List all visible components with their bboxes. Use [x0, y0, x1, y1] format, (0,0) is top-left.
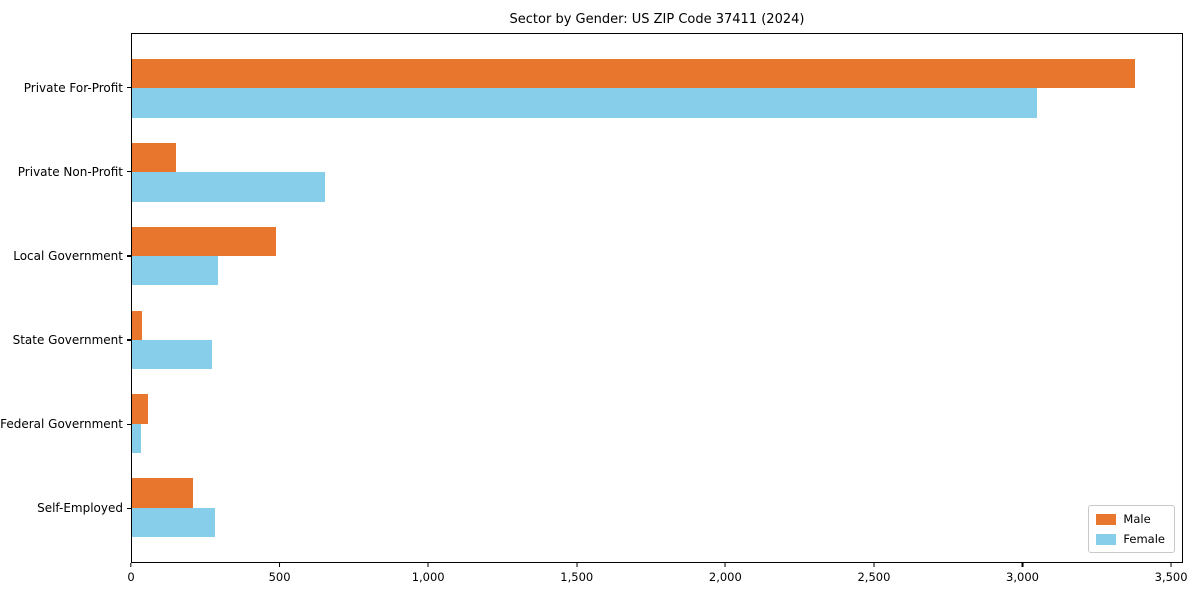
- bar-female-private-for-profit: [132, 88, 1037, 118]
- x-tick-3500: 3,500: [1155, 563, 1188, 584]
- x-tick-mark: [873, 563, 875, 567]
- x-tick-2000: 2,000: [709, 563, 742, 584]
- bar-female-local-government: [132, 256, 219, 286]
- x-tick-mark: [278, 563, 281, 567]
- bar-female-self-employed: [132, 507, 216, 537]
- y-tick-local-government: Local Government: [13, 249, 131, 263]
- bar-male-private-for-profit: [132, 59, 1135, 89]
- legend-swatch-female: [1096, 533, 1117, 545]
- x-tick-500: 500: [269, 563, 291, 584]
- x-tick-mark: [576, 563, 578, 567]
- y-tick-label: Private Non-Profit: [17, 164, 123, 179]
- y-tick-mark: [127, 423, 131, 425]
- x-tick-mark: [427, 563, 429, 567]
- legend-item-male: Male: [1096, 512, 1165, 526]
- chart-title: Sector by Gender: US ZIP Code 37411 (202…: [509, 12, 805, 27]
- bar-male-state-government: [132, 310, 143, 340]
- legend-item-female: Female: [1096, 532, 1165, 546]
- x-axis: 0 500 1,000 1,500 2,000 2,500 3,000 3,500: [127, 563, 1188, 593]
- legend-label: Male: [1123, 512, 1151, 526]
- bar-female-federal-government: [132, 423, 141, 454]
- x-tick-1500: 1,500: [560, 563, 593, 584]
- legend-label: Female: [1123, 532, 1165, 546]
- x-tick-label: 1,500: [560, 570, 594, 584]
- x-tick-mark: [1021, 563, 1024, 567]
- y-tick-label: Federal Government: [0, 417, 123, 432]
- y-tick-private-for-profit: Private For-Profit: [24, 81, 131, 95]
- x-tick-3000: 3,000: [1006, 563, 1039, 584]
- bar-male-local-government: [132, 226, 276, 257]
- y-axis: Private For-Profit Private Non-Profit Loca…: [0, 33, 131, 563]
- x-tick-mark: [130, 563, 132, 567]
- x-tick-1000: 1,000: [412, 563, 445, 584]
- y-tick-label: Self-Employed: [37, 501, 123, 516]
- x-tick-label: 2,500: [857, 570, 891, 584]
- y-tick-mark: [127, 171, 131, 173]
- y-tick-mark: [127, 507, 131, 509]
- legend-swatch-male: [1096, 513, 1117, 525]
- bar-female-private-non-profit: [132, 172, 325, 202]
- plot-area: Male Female: [131, 33, 1183, 563]
- x-tick-0: 0: [127, 563, 135, 584]
- y-tick-state-government: State Government: [13, 333, 131, 347]
- x-tick-label: 0: [127, 570, 135, 584]
- x-tick-label: 3,500: [1154, 570, 1188, 584]
- y-tick-label: Private For-Profit: [23, 80, 123, 95]
- x-tick-mark: [1170, 563, 1172, 567]
- y-tick-label: State Government: [12, 333, 123, 348]
- bar-male-federal-government: [132, 394, 149, 424]
- y-tick-mark: [127, 87, 131, 89]
- y-tick-private-non-profit: Private Non-Profit: [18, 165, 131, 179]
- bar-female-state-government: [132, 339, 213, 370]
- x-tick-label: 2,000: [708, 570, 742, 584]
- y-tick-label: Local Government: [13, 248, 123, 263]
- bar-male-private-non-profit: [132, 142, 177, 173]
- y-tick-mark: [127, 255, 131, 257]
- x-tick-label: 3,000: [1006, 570, 1039, 584]
- x-tick-label: 1,000: [411, 570, 445, 584]
- y-tick-mark: [127, 339, 131, 341]
- y-tick-self-employed: Self-Employed: [37, 501, 131, 515]
- x-tick-label: 500: [268, 570, 291, 584]
- legend: Male Female: [1088, 505, 1175, 553]
- x-tick-2500: 2,500: [857, 563, 890, 584]
- x-tick-mark: [724, 563, 726, 567]
- bar-male-self-employed: [132, 478, 193, 508]
- y-tick-federal-government: Federal Government: [0, 417, 131, 431]
